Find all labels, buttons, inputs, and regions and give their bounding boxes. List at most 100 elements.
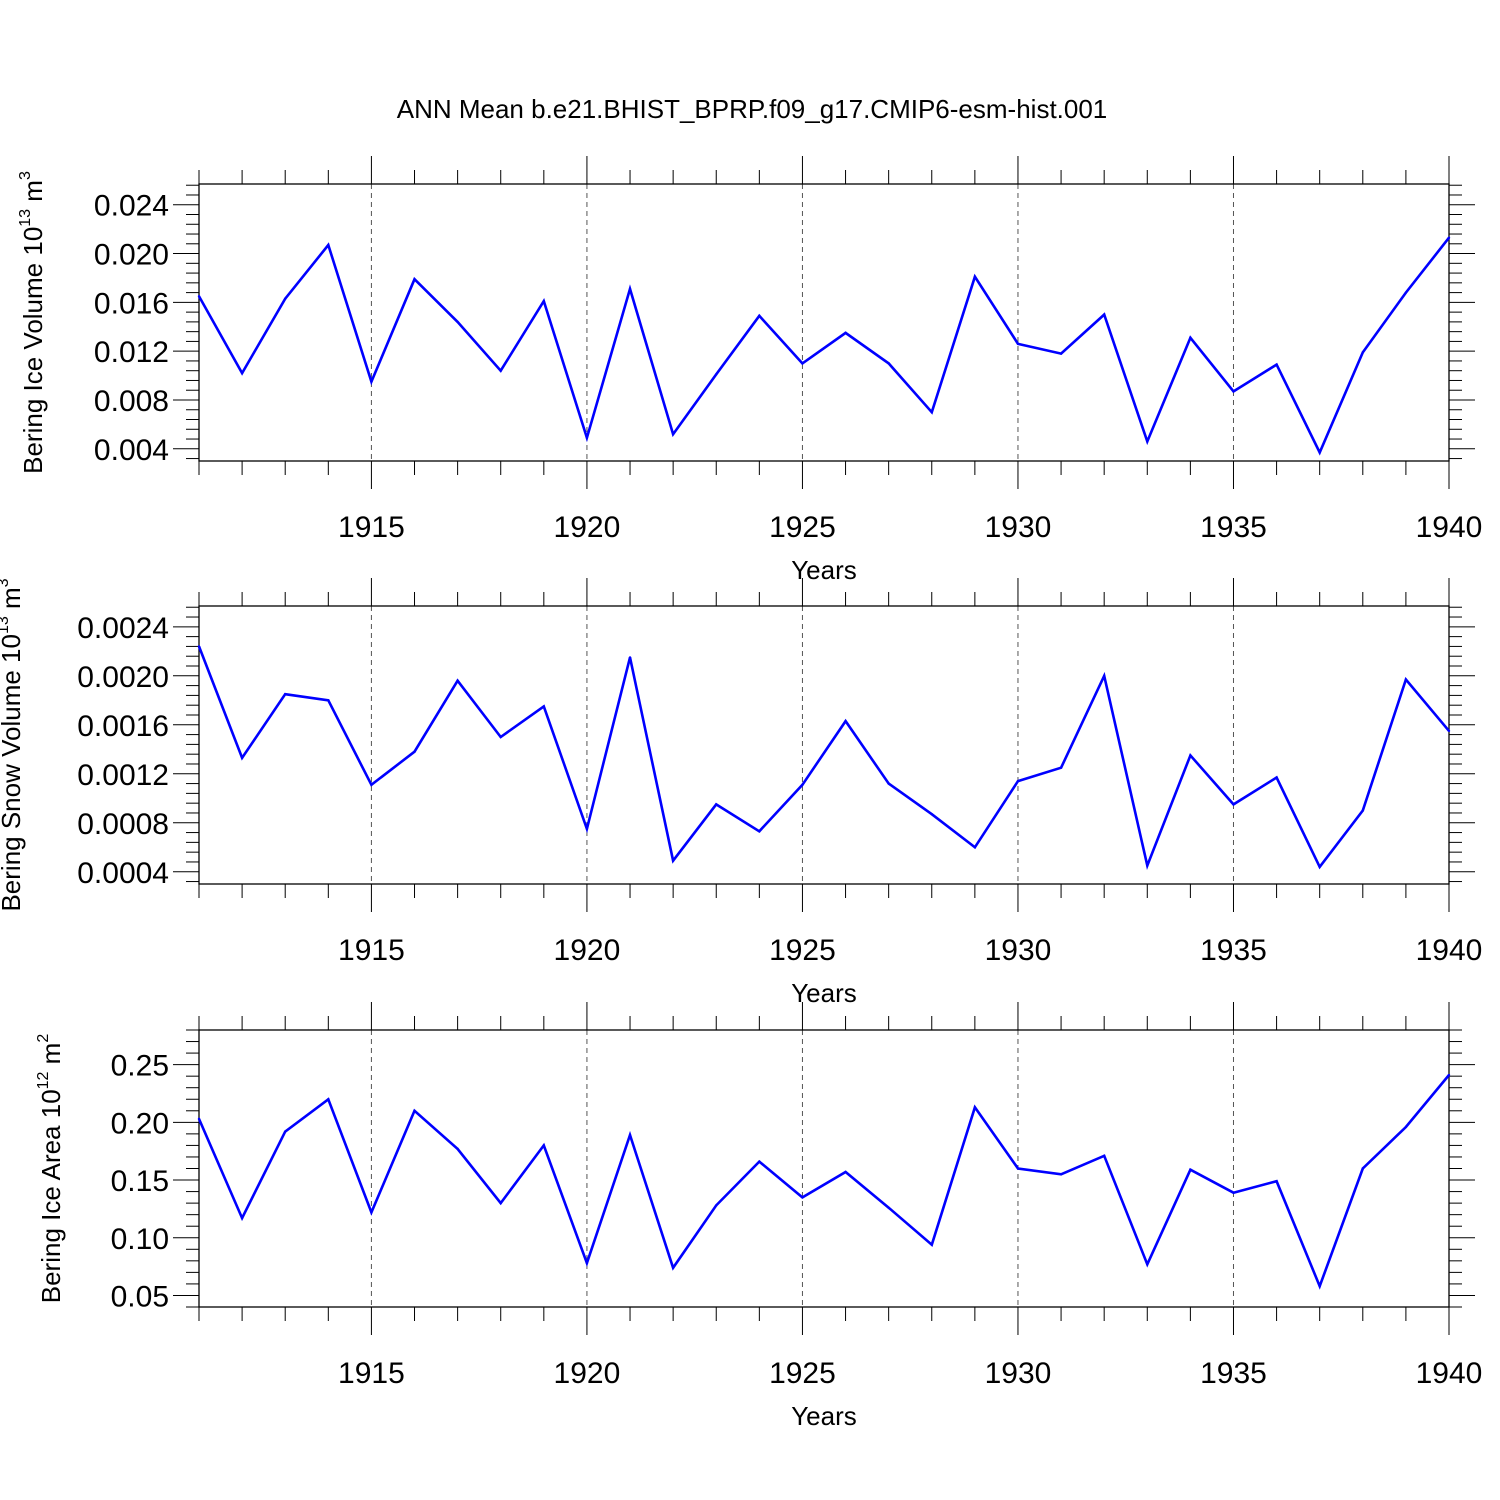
x-tick-label: 1930 (985, 934, 1052, 967)
x-tick-label: 1920 (554, 1357, 621, 1390)
data-point (413, 750, 416, 753)
y-tick-label: 0.004 (94, 434, 169, 467)
plot-frame (198, 605, 1450, 885)
data-point (499, 369, 502, 372)
y-tick-label: 0.020 (94, 239, 169, 272)
y-tick-label: 0.012 (94, 336, 169, 369)
data-point (1447, 236, 1451, 239)
data-point (844, 719, 847, 723)
data-point (628, 1133, 632, 1137)
x-tick-label: 1925 (769, 1357, 836, 1390)
y-axis-label-unit: m (18, 180, 48, 209)
data-point (973, 275, 977, 278)
data-point (197, 295, 201, 298)
data-point (1102, 1154, 1106, 1158)
data-point (284, 297, 287, 300)
y-axis-label-unit-exponent: 3 (17, 171, 34, 180)
data-point (1189, 1168, 1192, 1171)
data-point (499, 1201, 502, 1205)
data-point (370, 380, 373, 383)
y-axis-label: Bering Ice Area 1012 m2 (35, 1034, 66, 1304)
y-axis-label-exponent: 13 (17, 209, 34, 227)
x-axis-label: Years (791, 978, 857, 1008)
data-point (801, 362, 804, 365)
data-point (1146, 1263, 1149, 1266)
x-tick-label: 1935 (1200, 1357, 1267, 1390)
y-tick-label: 0.0004 (77, 857, 169, 890)
x-axis-label: Years (791, 555, 857, 585)
x-tick-label: 1915 (338, 1357, 405, 1390)
x-tick-label: 1915 (338, 934, 405, 967)
data-point (844, 1170, 847, 1174)
data-point (844, 331, 847, 335)
y-tick-label: 0.05 (111, 1280, 169, 1313)
data-point (1102, 313, 1106, 316)
series-line (197, 645, 1450, 871)
data-point (1146, 440, 1149, 443)
data-point (1275, 776, 1278, 779)
x-tick-label: 1940 (1416, 934, 1483, 967)
data-point (671, 432, 675, 436)
data-point (801, 783, 804, 787)
x-tick-label: 1935 (1200, 934, 1267, 967)
data-point (327, 1098, 330, 1101)
panels: 0.004 0.008 0.012 0.016 0.020 0.024 1915 1920 19… (0, 156, 1482, 1431)
y-tick-label: 0.016 (94, 287, 169, 320)
data-point (1361, 351, 1364, 354)
data-point (758, 830, 761, 833)
data-point (1189, 754, 1192, 757)
y-tick-label: 0.15 (111, 1165, 169, 1198)
y-tick-label: 0.0016 (77, 710, 169, 743)
x-tick-label: 1940 (1416, 1357, 1483, 1390)
y-axis-label-text: Bering Ice Volume 10 (18, 227, 48, 474)
data-point (542, 1144, 546, 1147)
data-point (1059, 1173, 1063, 1176)
x-tick-label: 1925 (769, 511, 836, 544)
data-point (240, 1216, 244, 1220)
plot-frame (198, 1029, 1450, 1308)
y-tick-label: 0.0024 (77, 612, 169, 645)
data-point (1318, 1285, 1321, 1288)
panel-2: 0.0004 0.0008 0.0012 0.0016 0.0020 0.0024 1915… (0, 578, 1482, 1008)
y-axis-label-unit-exponent: 2 (35, 1034, 52, 1043)
data-point (327, 243, 330, 247)
x-tick-label: 1935 (1200, 511, 1267, 544)
data-point (887, 782, 890, 785)
data-point (585, 827, 589, 831)
y-axis-label-text: Bering Ice Area 10 (36, 1089, 66, 1303)
data-point (1404, 678, 1408, 681)
data-point (1146, 864, 1149, 867)
data-point (1016, 342, 1020, 346)
data-point (585, 1261, 589, 1265)
data-point (1275, 363, 1278, 366)
data-point (456, 1147, 459, 1151)
data-point (585, 436, 589, 440)
y-axis-label-unit-exponent: 3 (0, 578, 12, 587)
data-point (758, 314, 761, 317)
data-point (715, 803, 718, 806)
data-point (327, 699, 330, 702)
panel-1: 0.004 0.008 0.012 0.016 0.020 0.024 1915 1920 19… (17, 156, 1482, 585)
data-point (284, 692, 287, 696)
data-point (240, 371, 244, 375)
data-point (1232, 803, 1235, 806)
data-point (1361, 809, 1364, 812)
x-tick-label: 1920 (554, 934, 621, 967)
y-tick-label: 0.008 (94, 385, 169, 418)
data-point (413, 277, 416, 281)
data-point (542, 299, 546, 303)
y-tick-label: 0.024 (94, 190, 169, 223)
data-point (1016, 1167, 1020, 1170)
chart-title: ANN Mean b.e21.BHIST_BPRP.f09_g17.CMIP6-… (397, 94, 1108, 124)
y-axis-label: Bering Ice Volume 1013 m3 (17, 171, 48, 474)
data-point (930, 410, 933, 414)
data-point (930, 812, 933, 816)
data-point (628, 656, 632, 659)
data-point (197, 1117, 201, 1121)
panel-3: 0.05 0.10 0.15 0.20 0.25 1915 1920 1925 1930 1935… (35, 1002, 1482, 1431)
data-point (758, 1160, 761, 1163)
data-point (1275, 1179, 1278, 1183)
data-point (1318, 451, 1321, 454)
y-tick-label: 0.0008 (77, 808, 169, 841)
data-point (715, 373, 718, 376)
